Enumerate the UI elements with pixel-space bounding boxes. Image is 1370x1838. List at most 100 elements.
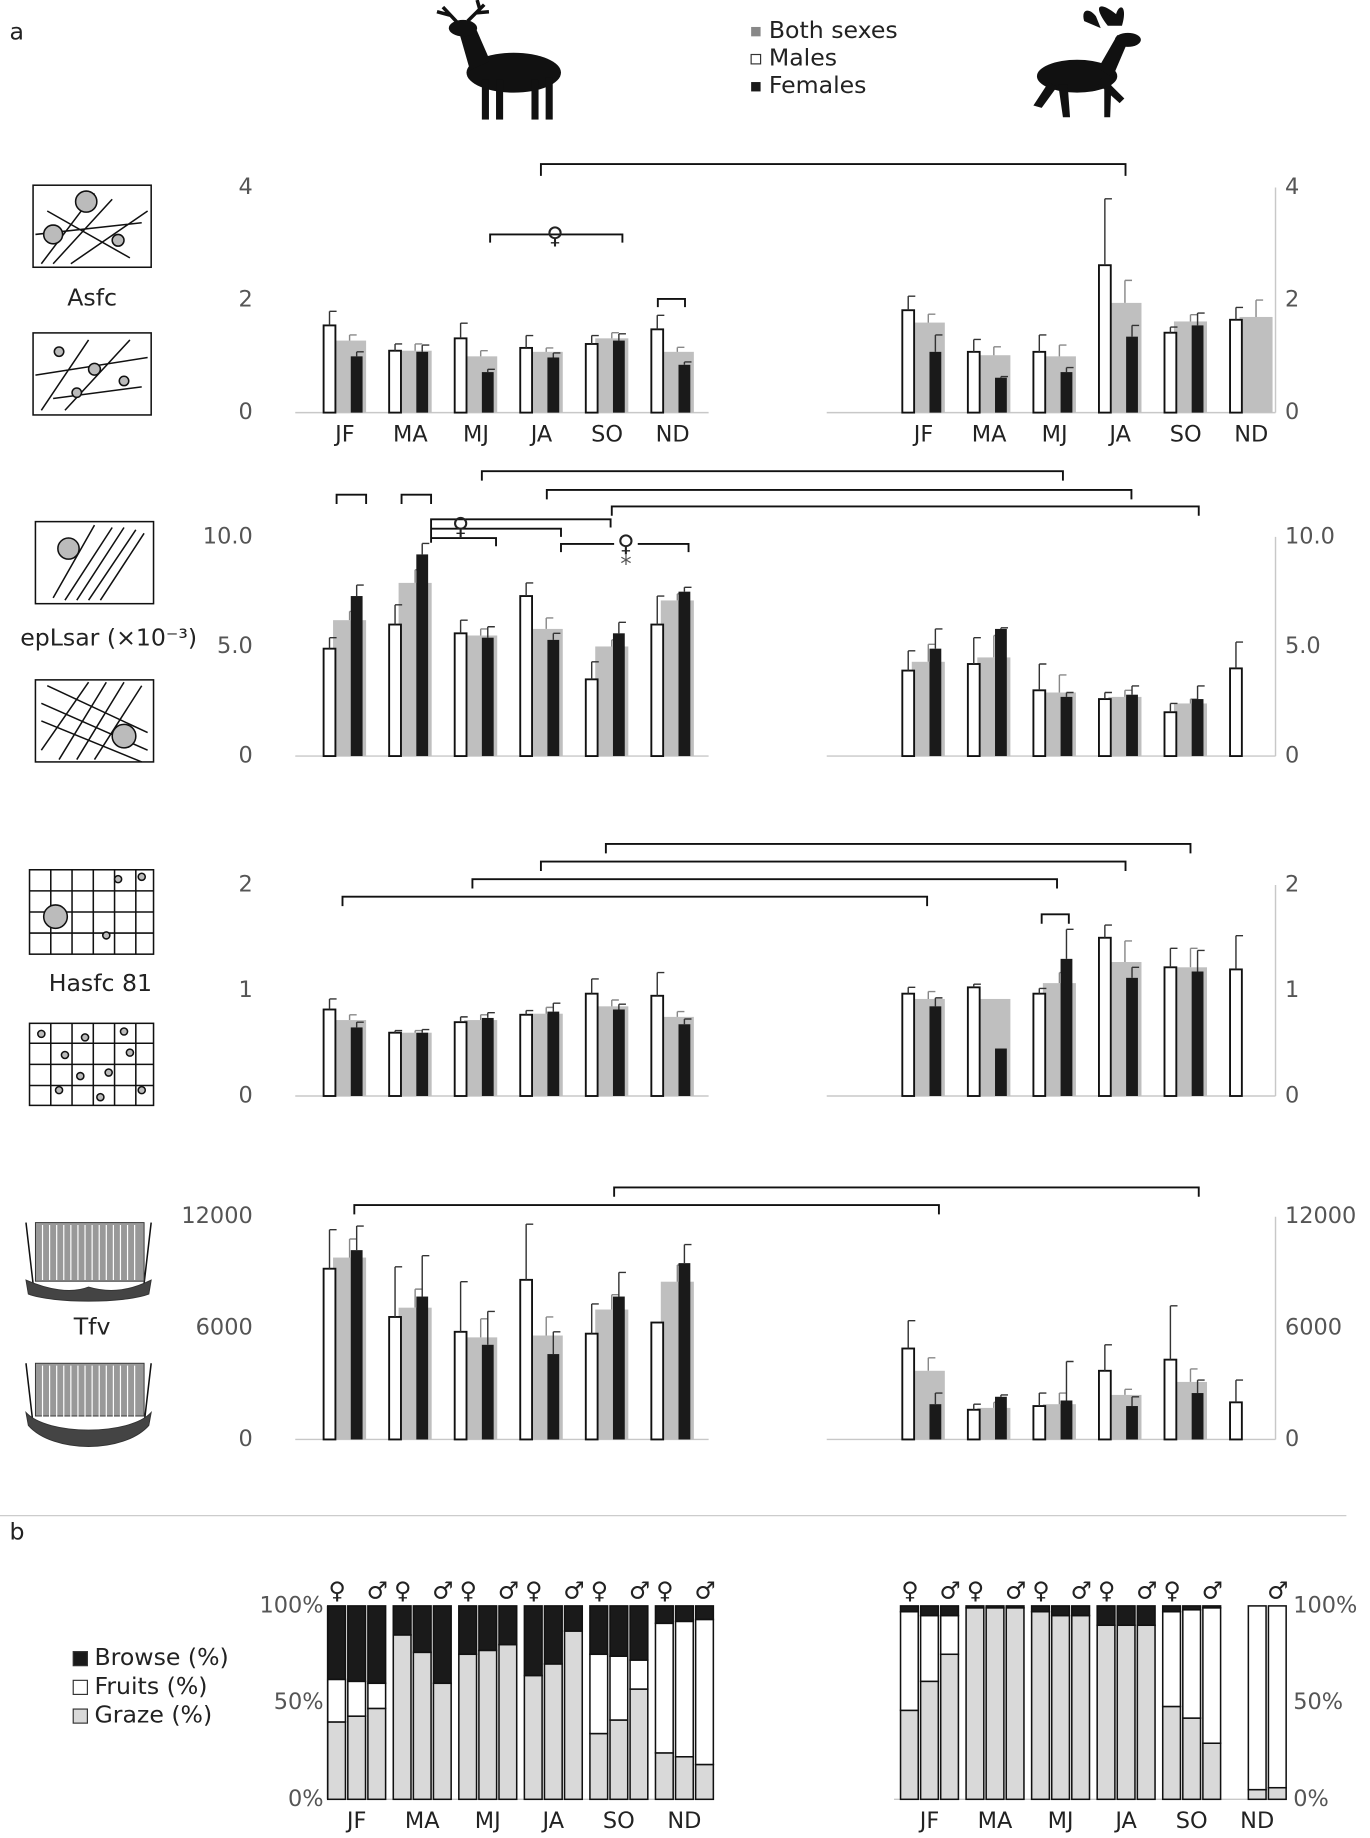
- sex-label: ♂: [940, 1576, 961, 1604]
- error-bar: [683, 586, 692, 592]
- row-label: Hasfc 81: [49, 969, 152, 997]
- error-bar: [1189, 947, 1198, 968]
- error-bar: [1235, 934, 1244, 970]
- error-bar: [479, 628, 488, 636]
- legend-label: Females: [769, 71, 867, 99]
- bar: [350, 1250, 363, 1440]
- error-bar: [1169, 1305, 1178, 1360]
- bar-segment: [1050, 1614, 1071, 1801]
- y-tick-label: 1: [1285, 977, 1299, 1003]
- bar-segment: [965, 1605, 985, 1609]
- sex-label: ♀: [329, 1576, 346, 1604]
- error-bar: [1169, 947, 1178, 968]
- error-bar: [590, 661, 599, 680]
- sex-label: ♀: [1032, 1576, 1049, 1604]
- significance-label: *: [620, 552, 631, 578]
- bar: [388, 1316, 402, 1441]
- bar-segment: [939, 1605, 960, 1617]
- volume-icons: [25, 1222, 152, 1447]
- bar-segment: [1182, 1605, 1202, 1611]
- error-bar: [525, 334, 534, 348]
- bar-segment: [367, 1682, 387, 1710]
- y-tick-label: 10.0: [203, 523, 253, 549]
- bar: [650, 1321, 665, 1441]
- error-bar: [993, 346, 1001, 356]
- bar-segment: [498, 1605, 518, 1646]
- bar-segment: [629, 1659, 649, 1690]
- bar: [1098, 936, 1112, 1097]
- bar-segment: [478, 1605, 498, 1652]
- y-tick-label: 0: [1285, 743, 1299, 769]
- error-bar: [552, 1331, 561, 1355]
- bar: [1032, 992, 1047, 1097]
- y-tick-label: 0: [238, 399, 252, 425]
- bar: [1032, 689, 1047, 758]
- error-bar: [934, 997, 943, 1007]
- bar: [1060, 696, 1073, 757]
- legend-swatch: [72, 1651, 88, 1667]
- bar-segment: [589, 1653, 609, 1735]
- error-bar: [487, 626, 495, 638]
- y-tick-label: 4: [238, 174, 252, 200]
- bar-segment: [543, 1605, 563, 1665]
- y-tick-label: 0%: [288, 1786, 324, 1812]
- bar-segment: [367, 1707, 387, 1801]
- bar: [1191, 699, 1204, 757]
- significance-label: ♀: [617, 530, 634, 558]
- error-bar: [611, 332, 619, 339]
- error-bar: [973, 338, 981, 352]
- sex-label: ♀: [525, 1576, 542, 1604]
- bar-segment: [1096, 1624, 1116, 1801]
- bar: [650, 994, 665, 1097]
- x-tick-label: SO: [603, 1808, 635, 1834]
- error-bar: [1189, 1368, 1198, 1382]
- bar: [416, 1032, 429, 1097]
- sex-label: ♂: [1202, 1576, 1223, 1604]
- error-bar: [907, 295, 916, 311]
- x-tick-label: MJ: [1048, 1808, 1074, 1834]
- bar-segment: [1071, 1614, 1091, 1801]
- bar: [966, 986, 981, 1097]
- y-tick-label: 2: [238, 872, 252, 898]
- error-bar: [394, 1266, 403, 1317]
- error-bar: [414, 1288, 423, 1308]
- bar: [388, 1031, 402, 1097]
- bar: [481, 372, 494, 413]
- bar-segment: [1096, 1605, 1116, 1627]
- bar-segment: [1071, 1605, 1091, 1617]
- x-tick-label: ND: [1240, 1808, 1274, 1834]
- legend-label: Both sexes: [769, 16, 898, 44]
- sex-label: ♂: [563, 1576, 584, 1604]
- bar-segment: [1116, 1624, 1136, 1801]
- x-tick-label: JF: [345, 1808, 367, 1834]
- x-tick-label: MA: [393, 421, 428, 447]
- sex-label: ♂: [1136, 1576, 1157, 1604]
- bar-segment: [326, 1721, 347, 1801]
- bar: [519, 346, 534, 414]
- bar-segment: [939, 1653, 960, 1801]
- error-bar: [459, 1016, 468, 1023]
- x-tick-label: JF: [912, 421, 934, 447]
- error-bar: [1169, 326, 1178, 333]
- error-bar: [683, 1243, 692, 1264]
- bar-segment: [347, 1605, 367, 1683]
- legend-swatch: [72, 1679, 88, 1695]
- error-bar: [394, 343, 403, 351]
- bar: [453, 1330, 468, 1441]
- error-bar: [1104, 198, 1112, 266]
- error-bar: [348, 334, 357, 341]
- x-tick-label: ND: [656, 421, 690, 447]
- bar-segment: [674, 1756, 695, 1801]
- y-tick-label: 5.0: [1285, 633, 1321, 659]
- bar-segment: [589, 1605, 609, 1656]
- bar-segment: [1030, 1605, 1051, 1613]
- error-bar: [1131, 685, 1140, 695]
- sex-label: ♀: [967, 1576, 984, 1604]
- bar-segment: [347, 1715, 367, 1801]
- texture-icons: [25, 184, 155, 1425]
- bar: [1229, 968, 1243, 1097]
- error-bar: [1065, 366, 1074, 373]
- error-bar: [328, 998, 337, 1010]
- y-tick-label: 10.0: [1285, 523, 1335, 549]
- bar-segment: [1267, 1786, 1287, 1801]
